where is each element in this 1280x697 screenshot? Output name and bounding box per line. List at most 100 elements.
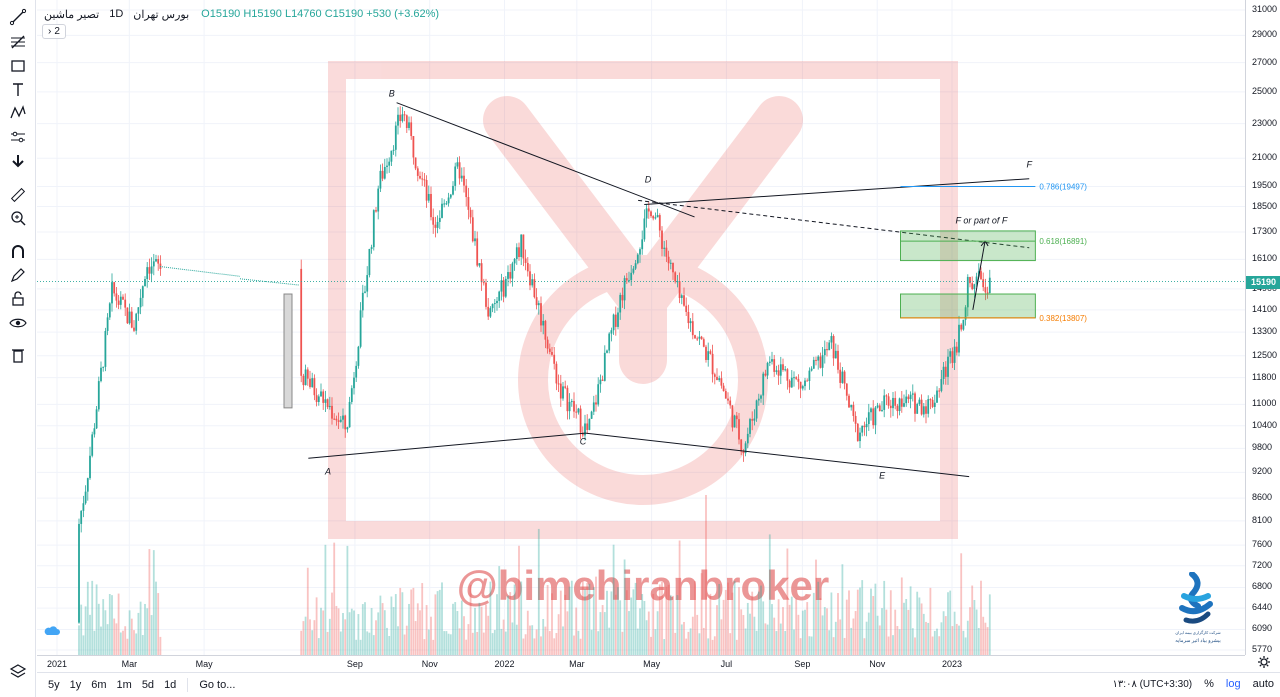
volume-bar xyxy=(480,606,483,655)
cloud-icon xyxy=(44,626,60,635)
pencil-lock-icon[interactable] xyxy=(6,264,30,286)
volume-bar xyxy=(357,614,360,655)
candle-body xyxy=(696,338,699,340)
price-chart[interactable]: @bimehiranbroker 0.786(19497) 0.618(16891)… xyxy=(37,0,1245,655)
volume-bar xyxy=(905,599,908,655)
volume-bar xyxy=(419,610,421,655)
volume-bar xyxy=(859,587,861,655)
indicators-count: 2 xyxy=(54,26,60,37)
volume-bar xyxy=(509,592,512,655)
zoom-in-icon[interactable] xyxy=(6,207,30,229)
volume-bar xyxy=(960,553,963,655)
volume-bar xyxy=(537,528,540,655)
time-axis[interactable]: 2021 Mar May Sep Nov 2022 Mar May Jul Sep Nov 2023 xyxy=(37,655,1245,672)
range-button-1y[interactable]: 1y xyxy=(69,679,82,691)
text-icon[interactable] xyxy=(6,79,30,101)
price-tick: 11000 xyxy=(1252,398,1277,409)
volume-bar xyxy=(898,629,901,655)
volume-bar xyxy=(566,611,569,655)
volume-bar xyxy=(139,601,142,655)
auto-toggle[interactable]: auto xyxy=(1252,678,1274,690)
candle-body xyxy=(551,351,553,355)
volume-bar xyxy=(702,627,705,655)
candle-body xyxy=(986,292,989,294)
volume-bar xyxy=(768,534,771,655)
candle-body xyxy=(113,282,116,294)
candle-body xyxy=(830,336,833,343)
indicators-toggle-button[interactable]: › 2 xyxy=(42,24,66,39)
lock-icon[interactable] xyxy=(6,288,30,310)
price-tick: 9200 xyxy=(1252,466,1273,477)
volume-bar xyxy=(324,544,327,655)
candle-body xyxy=(443,203,446,205)
rectangle-icon[interactable] xyxy=(6,55,30,77)
layers-icon[interactable] xyxy=(6,660,30,682)
volume-bar xyxy=(876,615,879,655)
candle-body xyxy=(942,366,945,379)
candle-body xyxy=(95,409,98,429)
candle-body xyxy=(331,405,333,419)
price-tick: 5770 xyxy=(1252,644,1273,654)
volume-bar xyxy=(452,603,454,655)
symbol-title[interactable]: تصیر ماشین xyxy=(44,8,100,21)
volume-bar xyxy=(656,611,659,655)
candle-body xyxy=(753,418,756,421)
chart-area[interactable]: @bimehiranbroker 0.786(19497) 0.618(16891)… xyxy=(37,0,1245,655)
trend-line-icon[interactable] xyxy=(6,6,30,28)
watermark-logo xyxy=(328,61,958,539)
range-button-5y[interactable]: 5y xyxy=(48,679,60,691)
settings-gear-icon[interactable] xyxy=(1257,655,1273,671)
volume-bar xyxy=(315,597,318,655)
log-toggle[interactable]: log xyxy=(1225,678,1241,690)
range-button-6m[interactable]: 6m xyxy=(91,679,107,691)
candle-body xyxy=(850,404,853,408)
candle-body xyxy=(749,419,751,434)
candle-body xyxy=(777,370,780,376)
volume-bar xyxy=(977,627,980,655)
candle-body xyxy=(498,291,501,301)
range-button-1m[interactable]: 1m xyxy=(116,679,132,691)
measure-icon[interactable] xyxy=(6,126,30,148)
eye-icon[interactable] xyxy=(6,312,30,334)
pattern-icon[interactable] xyxy=(6,102,30,124)
logo-line1: شرکت کارگزاری بیمه ایران xyxy=(1175,630,1221,635)
candle-body xyxy=(117,300,120,305)
candle-body xyxy=(135,313,138,331)
candle-body xyxy=(724,391,727,399)
volume-bar xyxy=(427,629,430,655)
arrow-down-icon[interactable] xyxy=(6,150,30,172)
ruler-icon[interactable] xyxy=(6,184,30,206)
candle-body xyxy=(606,350,608,353)
volume-bar xyxy=(784,631,787,655)
candle-body xyxy=(562,386,564,399)
volume-bar xyxy=(958,625,960,655)
volume-bar xyxy=(423,639,426,655)
range-button-5d[interactable]: 5d xyxy=(141,679,155,691)
candle-body xyxy=(755,400,758,419)
volume-bar xyxy=(467,624,470,655)
magnet-icon[interactable] xyxy=(6,241,30,263)
timezone-label[interactable]: ۱۳:۰۸ (UTC+3:30) xyxy=(1112,678,1193,690)
candle-body xyxy=(416,168,419,176)
timeframe-label[interactable]: 1D xyxy=(109,8,124,20)
candle-body xyxy=(412,136,415,158)
candle-body xyxy=(375,210,377,212)
range-button-1d[interactable]: 1d xyxy=(164,679,177,691)
candle-body xyxy=(672,262,674,273)
fib-icon[interactable] xyxy=(6,31,30,53)
target-zone-upper xyxy=(900,230,1036,262)
candle-body xyxy=(821,355,824,368)
goto-button[interactable]: Go to... xyxy=(199,679,236,691)
trash-icon[interactable] xyxy=(6,344,30,366)
candle-body xyxy=(784,369,787,371)
candle-body xyxy=(504,278,507,297)
candle-body xyxy=(691,321,694,336)
volume-bar xyxy=(733,580,736,655)
price-axis[interactable]: 31000 29000 27000 25000 23000 21000 19500 18500… xyxy=(1245,0,1280,655)
candle-body xyxy=(630,272,633,281)
candle-body xyxy=(876,405,879,408)
volume-bar xyxy=(100,626,102,655)
volume-bar xyxy=(942,611,945,655)
volume-bar xyxy=(826,608,828,655)
percent-toggle[interactable]: % xyxy=(1204,678,1214,690)
